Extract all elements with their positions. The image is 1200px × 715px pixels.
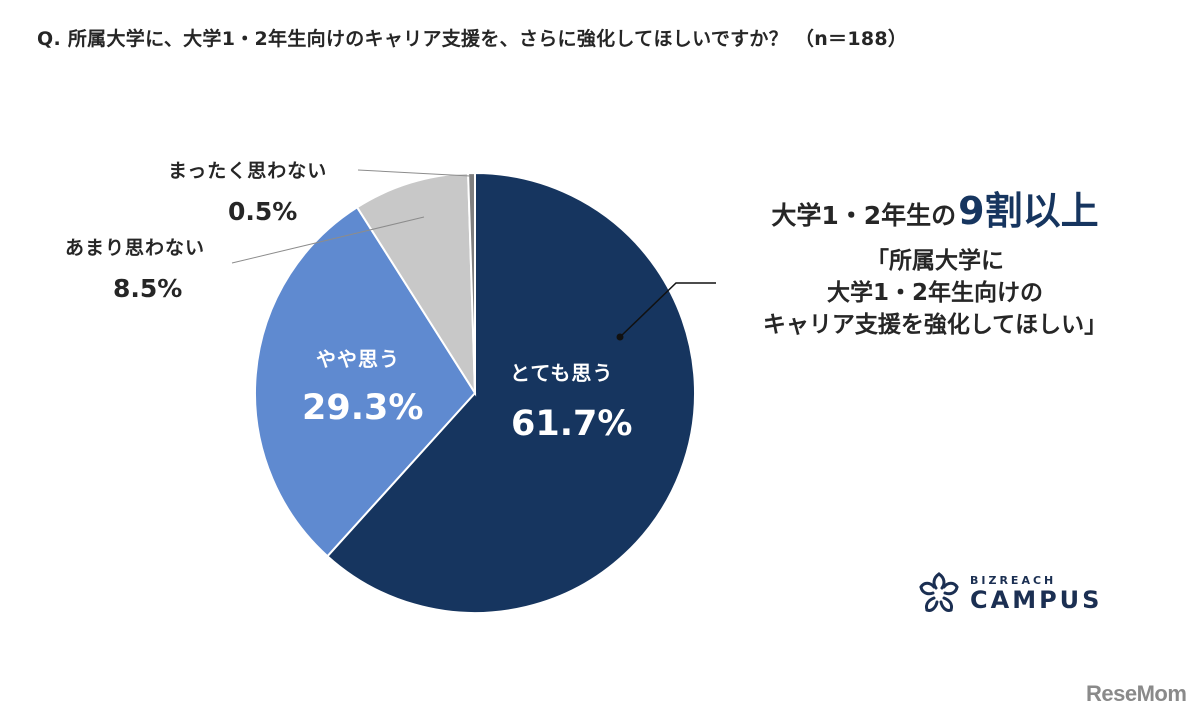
- quote-line: キャリア支援を強化してほしい」: [762, 312, 1108, 338]
- callout-leader-dot: [616, 333, 624, 341]
- label-very-value: 61.7%: [511, 404, 633, 444]
- bizreach-campus-logo: BIZREACH CAMPUS: [916, 570, 1102, 616]
- label-not-much-value: 8.5%: [113, 274, 183, 303]
- slice-very: [326, 171, 696, 614]
- slice-not-at-all: [467, 171, 476, 394]
- flower-icon: [919, 572, 959, 612]
- headline-prefix: 大学1・2年生の: [771, 201, 957, 230]
- callout-headline: 大学1・2年生の9割以上: [700, 180, 1170, 235]
- logo-title: CAMPUS: [970, 585, 1103, 614]
- label-very-category: とても思う: [510, 361, 614, 385]
- slice-not-much: [355, 172, 477, 397]
- callout-annotation: 大学1・2年生の9割以上 「所属大学に 大学1・2年生向けの キャリア支援を強化…: [700, 180, 1170, 341]
- logo-subtitle: BIZREACH: [970, 573, 1057, 587]
- callout-quote: 「所属大学に 大学1・2年生向けの キャリア支援を強化してほしい」: [700, 245, 1170, 341]
- label-somewhat-value: 29.3%: [302, 388, 424, 428]
- quote-line: 「所属大学に: [866, 248, 1004, 274]
- label-not-much-category: あまり思わない: [65, 237, 206, 259]
- label-not-at-all-category: まったく思わない: [168, 160, 328, 182]
- slice-somewhat: [254, 205, 477, 558]
- label-not-at-all-value: 0.5%: [228, 197, 298, 226]
- quote-line: 大学1・2年生向けの: [826, 280, 1043, 306]
- resemom-watermark: ReseMom: [1086, 681, 1187, 706]
- leader-line-not-at-all: [357, 169, 471, 177]
- label-somewhat-category: やや思う: [316, 347, 400, 371]
- chart-title: Q. 所属大学に、大学1・2年生向けのキャリア支援を、さらに強化してほしいですか…: [37, 28, 908, 50]
- pie-slices: [254, 171, 696, 614]
- headline-emphasis: 9割以上: [958, 189, 1099, 233]
- leader-line-not-much: [231, 216, 425, 264]
- callout-leader-line: [619, 282, 716, 338]
